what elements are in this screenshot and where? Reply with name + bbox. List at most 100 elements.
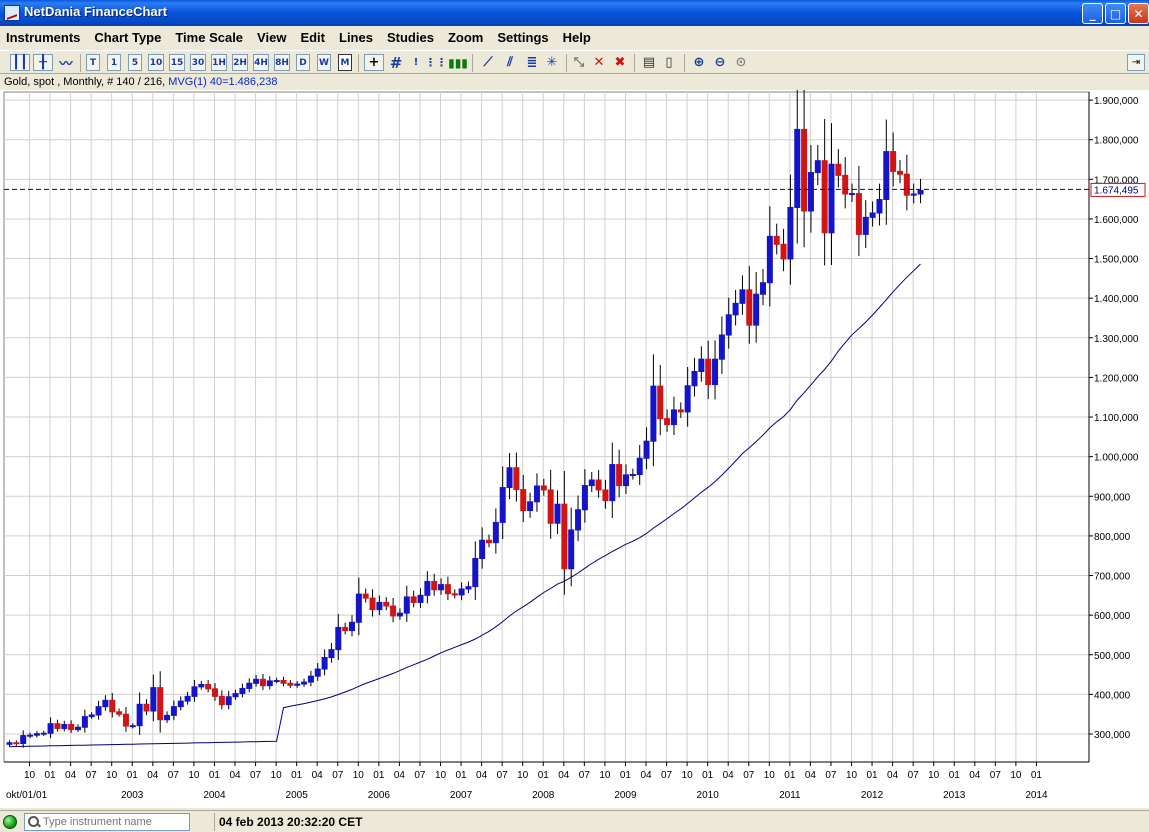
candle-down: [835, 163, 842, 176]
timescale-2h-button[interactable]: 2H: [232, 54, 248, 71]
candle-down: [561, 503, 568, 570]
timescale-1h-button[interactable]: 1H: [211, 54, 227, 71]
timescale-4h-button[interactable]: 4H: [253, 54, 269, 71]
timescale-w-button[interactable]: W: [317, 54, 331, 71]
menu-edit[interactable]: Edit: [300, 29, 325, 45]
dotted-line-icon[interactable]: ⋮⋮: [425, 56, 447, 69]
candlestick-icon[interactable]: ┃┃: [10, 54, 30, 71]
candle-down: [595, 479, 602, 491]
candle-up: [253, 678, 260, 684]
moving-average-info: MVG(1) 40=1.486,238: [168, 76, 278, 88]
x-axis-year-label: 2011: [779, 790, 801, 801]
volume-icon[interactable]: ▮▮▮: [448, 55, 468, 70]
timescale-5-button[interactable]: 5: [128, 54, 142, 71]
zoom-reset-icon[interactable]: ⊙: [735, 55, 747, 70]
window-title: NetDania FinanceChart: [24, 4, 168, 19]
zoom-out-icon[interactable]: ⊖: [714, 55, 726, 70]
trendline-icon[interactable]: ⟋: [483, 55, 493, 70]
gann-icon[interactable]: ✳: [546, 55, 558, 70]
delete-all-icon[interactable]: ✖: [614, 55, 626, 70]
candle-up: [27, 734, 34, 737]
candle-up: [869, 212, 876, 218]
x-axis-year-label: 2014: [1025, 790, 1048, 801]
candle-up: [307, 675, 314, 683]
print-icon[interactable]: ▤: [642, 55, 656, 70]
x-axis-year-label: 2006: [368, 790, 391, 801]
menu-zoom[interactable]: Zoom: [447, 29, 484, 45]
x-axis-month-label: 10: [599, 770, 611, 781]
candle-up: [81, 716, 88, 728]
close-button[interactable]: ✕: [1128, 3, 1149, 24]
candle-up: [150, 687, 157, 712]
current-price-label: 1.674,495: [1094, 185, 1139, 196]
info-icon[interactable]: ǃ: [414, 57, 418, 68]
x-axis-month-label: 07: [332, 770, 344, 781]
timescale-10-button[interactable]: 10: [148, 54, 164, 71]
candle-up: [766, 235, 773, 284]
bar-chart-icon[interactable]: ╂: [33, 54, 53, 71]
timescale-15-button[interactable]: 15: [169, 54, 185, 71]
y-axis-label: 300,000: [1094, 730, 1131, 741]
candle-up: [424, 580, 431, 596]
timescale-t-button[interactable]: T: [86, 54, 100, 71]
timescale-1-button[interactable]: 1: [107, 54, 121, 71]
timescale-8h-button[interactable]: 8H: [274, 54, 290, 71]
candle-down: [602, 489, 609, 502]
x-axis-month-label: 01: [455, 770, 467, 781]
candle-up: [609, 464, 616, 502]
menu-chart-type[interactable]: Chart Type: [94, 29, 162, 45]
menu-time-scale[interactable]: Time Scale: [175, 29, 244, 45]
instrument-search-input[interactable]: [41, 814, 187, 830]
chart-area[interactable]: 300,000 400,000 500,000 600,000 700,000 800,0…: [0, 90, 1149, 808]
maximize-button[interactable]: □: [1105, 3, 1126, 24]
candle-up: [876, 199, 883, 214]
menu-lines[interactable]: Lines: [339, 29, 373, 45]
delete-icon[interactable]: ✕: [593, 55, 605, 70]
grid-icon[interactable]: #: [389, 53, 403, 72]
candle-down: [677, 409, 684, 413]
candle-up: [883, 151, 890, 201]
x-axis-year-label: 2005: [286, 790, 309, 801]
app-chart-icon: [4, 5, 20, 21]
x-axis-month-label: 01: [291, 770, 303, 781]
candle-up: [753, 293, 760, 326]
candle-down: [801, 128, 808, 212]
y-axis-label: 700,000: [1094, 572, 1131, 583]
menu-instruments[interactable]: Instruments: [6, 29, 81, 45]
candle-up: [198, 683, 205, 688]
x-axis-month-label: 07: [661, 770, 673, 781]
menu-studies[interactable]: Studies: [386, 29, 434, 45]
line-chart-icon[interactable]: 〰: [59, 57, 73, 72]
candle-down: [68, 723, 75, 731]
timescale-30-button[interactable]: 30: [190, 54, 206, 71]
instrument-search-box[interactable]: [24, 813, 190, 831]
candle-up: [670, 409, 677, 426]
timescale-d-button[interactable]: D: [296, 54, 310, 71]
candle-up: [232, 693, 239, 698]
fibonacci-icon[interactable]: ≣: [526, 55, 538, 70]
menu-help[interactable]: Help: [562, 29, 591, 45]
menu-view[interactable]: View: [257, 29, 287, 45]
candle-up: [917, 189, 924, 195]
candle-up: [465, 586, 472, 590]
x-axis-month-label: 10: [353, 770, 365, 781]
candle-up: [506, 467, 513, 489]
x-axis-month-label: 07: [86, 770, 98, 781]
x-axis-month-label: 07: [168, 770, 180, 781]
select-tool-icon[interactable]: ⤡: [573, 55, 585, 70]
candle-down: [410, 596, 417, 603]
parallel-lines-icon[interactable]: ⫽: [507, 55, 513, 70]
x-axis-month-label: 01: [620, 770, 632, 781]
price-chart[interactable]: 300,000 400,000 500,000 600,000 700,000 800,0…: [0, 90, 1149, 808]
candle-down: [513, 467, 520, 491]
candle-up: [910, 193, 917, 196]
x-axis-month-label: 07: [414, 770, 426, 781]
print-preview-icon[interactable]: ▯: [665, 55, 673, 70]
candle-up: [191, 686, 198, 697]
minimize-button[interactable]: _: [1082, 3, 1103, 24]
zoom-in-icon[interactable]: ⊕: [693, 55, 705, 70]
dock-icon[interactable]: ⇥: [1127, 54, 1145, 71]
timescale-m-button[interactable]: M: [338, 54, 352, 71]
crosshair-icon[interactable]: +: [364, 54, 384, 71]
menu-settings[interactable]: Settings: [497, 29, 549, 45]
